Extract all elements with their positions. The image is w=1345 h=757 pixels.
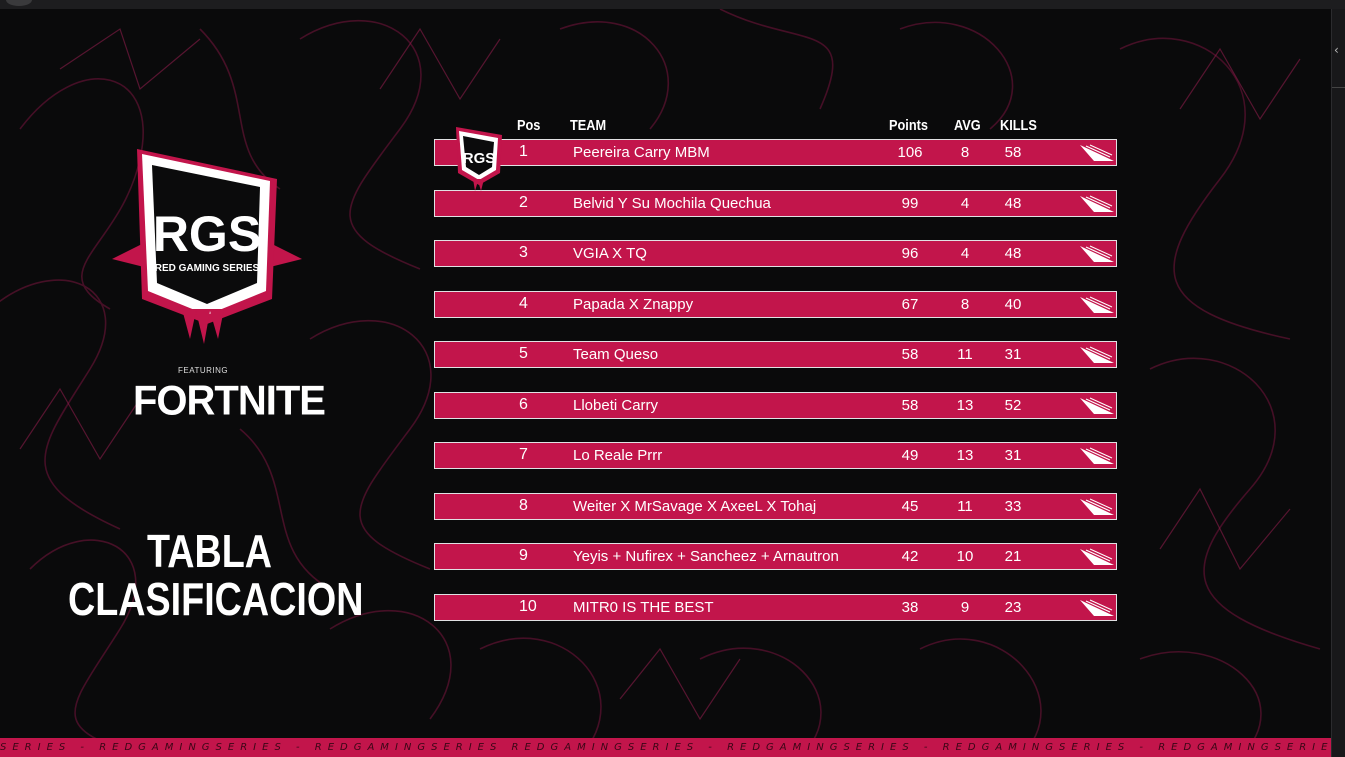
window-top-bar — [0, 0, 1345, 9]
page-title-line2: CLASIFICACION — [68, 573, 364, 625]
row-avg: 4 — [960, 245, 970, 262]
scrollbar-divider — [1332, 87, 1345, 88]
row-kills: 33 — [1004, 498, 1022, 515]
row-kills: 23 — [1004, 599, 1022, 616]
row-kills: 31 — [1004, 346, 1022, 363]
row-points: 45 — [901, 498, 919, 515]
row-kills: 48 — [1004, 245, 1022, 262]
row-pos: 5 — [519, 345, 528, 362]
table-row: 4 Papada X Znappy 67 8 40 — [434, 291, 1117, 318]
row-pos: 4 — [519, 295, 528, 312]
row-arrow-icon — [1080, 498, 1114, 515]
row-avg: 8 — [960, 144, 970, 161]
window-control-icon[interactable] — [6, 0, 32, 6]
row-pos: 7 — [519, 446, 528, 463]
table-row: 8 Weiter X MrSavage X AxeeL X Tohaj 45 11 33 — [434, 493, 1117, 520]
row-pos: 8 — [519, 497, 528, 514]
footer-strip: SERIES - REDGAMINGSERIES - REDGAMINGSERI… — [0, 738, 1331, 757]
row-avg: 8 — [960, 296, 970, 313]
row-team: Weiter X MrSavage X AxeeL X Tohaj — [573, 498, 817, 515]
row-arrow-icon — [1080, 599, 1114, 616]
row-pos: 9 — [519, 547, 528, 564]
row-kills: 48 — [1004, 195, 1022, 212]
row-avg: 13 — [956, 397, 974, 414]
chevron-left-icon[interactable]: ‹ — [1334, 43, 1339, 57]
row-team: Llobeti Carry — [573, 397, 659, 414]
row-avg: 11 — [957, 498, 973, 515]
footer-strip-text: SERIES - REDGAMINGSERIES - REDGAMINGSERI… — [0, 742, 1331, 753]
row-team: Lo Reale Prrr — [573, 447, 663, 464]
row-avg: 4 — [960, 195, 970, 212]
row-kills: 21 — [1004, 548, 1022, 565]
row-points: 106 — [897, 144, 923, 161]
row-kills: 58 — [1004, 144, 1022, 161]
row-arrow-icon — [1080, 346, 1114, 363]
table-row: 3 VGIA X TQ 96 4 48 — [434, 240, 1117, 267]
row-points: 67 — [901, 296, 919, 313]
row-team: Papada X Znappy — [573, 296, 694, 313]
row-team: Yeyis + Nufirex + Sancheez + Arnautron — [573, 548, 839, 565]
header-pos: Pos — [517, 117, 541, 134]
row-kills: 52 — [1004, 397, 1022, 414]
row-kills: 40 — [1004, 296, 1022, 313]
table-row: 10 MITR0 IS THE BEST 38 9 23 — [434, 594, 1117, 621]
row-pos: 3 — [519, 244, 528, 261]
row-points: 58 — [901, 346, 919, 363]
table-row: 2 Belvid Y Su Mochila Quechua 99 4 48 — [434, 190, 1117, 217]
rgs-badge-icon: RGS — [456, 127, 502, 191]
header-points: Points — [889, 117, 928, 134]
logo-main-text: RGS — [153, 206, 261, 262]
row-avg: 10 — [956, 548, 974, 565]
row-pos: 2 — [519, 194, 528, 211]
row-team: VGIA X TQ — [573, 245, 647, 262]
row-arrow-icon — [1080, 144, 1114, 161]
row-points: 58 — [901, 397, 919, 414]
row-arrow-icon — [1080, 296, 1114, 313]
table-row: 9 Yeyis + Nufirex + Sancheez + Arnautron 4… — [434, 543, 1117, 570]
row-avg: 9 — [960, 599, 970, 616]
logo-sub-text: RED GAMING SERIES — [155, 263, 260, 274]
row-team: MITR0 IS THE BEST — [573, 599, 714, 616]
featuring-label: FEATURING — [178, 366, 229, 375]
row-points: 99 — [901, 195, 919, 212]
header-team: TEAM — [570, 117, 607, 134]
row-arrow-icon — [1080, 397, 1114, 414]
row-pos: 1 — [519, 143, 528, 160]
row-pos: 10 — [519, 598, 537, 615]
row-arrow-icon — [1080, 245, 1114, 262]
row-arrow-icon — [1080, 195, 1114, 212]
badge-text: RGS — [463, 150, 496, 167]
row-kills: 31 — [1004, 447, 1022, 464]
table-row: 1 Peereira Carry MBM 106 8 58 — [434, 139, 1117, 166]
rgs-logo-icon: RGS RED GAMING SERIES — [112, 149, 302, 344]
row-pos: 6 — [519, 396, 528, 413]
row-arrow-icon — [1080, 447, 1114, 464]
table-row: 5 Team Queso 58 11 31 — [434, 341, 1117, 368]
game-logo-text: FORTNITE — [133, 377, 326, 425]
row-avg: 13 — [956, 447, 974, 464]
row-team: Belvid Y Su Mochila Quechua — [573, 195, 771, 212]
row-team: Team Queso — [573, 346, 659, 363]
page-title-line1: TABLA — [147, 525, 273, 577]
header-avg: AVG — [954, 117, 981, 134]
row-points: 49 — [901, 447, 919, 464]
row-points: 42 — [901, 548, 919, 565]
standings-graphic: RGS RED GAMING SERIES FEATURING FORTNITE… — [0, 9, 1331, 757]
row-arrow-icon — [1080, 548, 1114, 565]
background-lettering-pattern — [0, 9, 1321, 757]
row-avg: 11 — [957, 346, 973, 363]
row-points: 38 — [901, 599, 919, 616]
scrollbar[interactable]: ‹ — [1331, 9, 1345, 757]
table-row: 6 Llobeti Carry 58 13 52 — [434, 392, 1117, 419]
table-row: 7 Lo Reale Prrr 49 13 31 — [434, 442, 1117, 469]
row-points: 96 — [901, 245, 919, 262]
row-team: Peereira Carry MBM — [573, 144, 710, 161]
header-kills: KILLS — [1000, 117, 1037, 134]
